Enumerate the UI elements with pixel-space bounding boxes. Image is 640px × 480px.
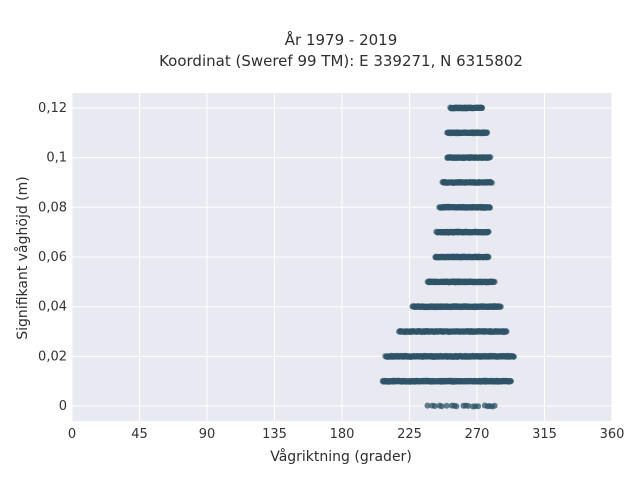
data-point (486, 154, 492, 161)
data-point (486, 204, 492, 211)
data-point (443, 402, 450, 409)
y-tick-label: 0,04 (38, 300, 67, 315)
x-tick-label: 270 (465, 427, 490, 442)
x-tick-label: 0 (68, 427, 76, 442)
x-tick-label: 225 (397, 427, 422, 442)
data-point (502, 328, 509, 335)
data-point (478, 104, 485, 111)
data-point (453, 403, 460, 410)
x-tick-label: 360 (600, 427, 625, 442)
chart-title-line2: Koordinat (Sweref 99 TM): E 339271, N 63… (159, 52, 523, 70)
grid (71, 93, 613, 421)
y-tick-label: 0,06 (38, 250, 67, 265)
y-tick-label: 0,12 (38, 101, 67, 116)
data-point (507, 378, 513, 385)
data-point (475, 403, 482, 410)
x-tick-label: 135 (262, 427, 287, 442)
data-points (379, 104, 517, 410)
data-point (487, 179, 494, 186)
data-point (465, 402, 472, 409)
data-point (510, 353, 516, 360)
data-point (490, 278, 497, 285)
x-axis-label: Vågriktning (grader) (270, 448, 412, 465)
data-point (496, 303, 503, 310)
x-tick-label: 90 (199, 427, 216, 442)
y-tick-label: 0,08 (38, 200, 67, 215)
data-point (484, 254, 491, 260)
data-point (438, 403, 445, 410)
x-tick-labels: 0 45 90 135 180 225 270 315 360 (68, 427, 625, 442)
y-tick-label: 0,02 (38, 349, 67, 364)
y-tick-label: 0 (59, 399, 67, 414)
data-point (484, 229, 491, 236)
data-point (431, 402, 438, 409)
y-axis-label: Signifikant våghöjd (m) (14, 176, 31, 339)
x-tick-label: 315 (532, 427, 557, 442)
x-tick-label: 180 (330, 427, 355, 442)
chart-title-line1: År 1979 - 2019 (285, 30, 398, 49)
y-tick-label: 0,1 (46, 151, 67, 166)
data-point (424, 402, 431, 409)
y-tick-labels: 0 0,02 0,04 0,06 0,08 0,1 0,12 (38, 101, 67, 414)
data-point (483, 129, 489, 136)
x-tick-label: 45 (131, 427, 148, 442)
data-point (491, 402, 498, 409)
